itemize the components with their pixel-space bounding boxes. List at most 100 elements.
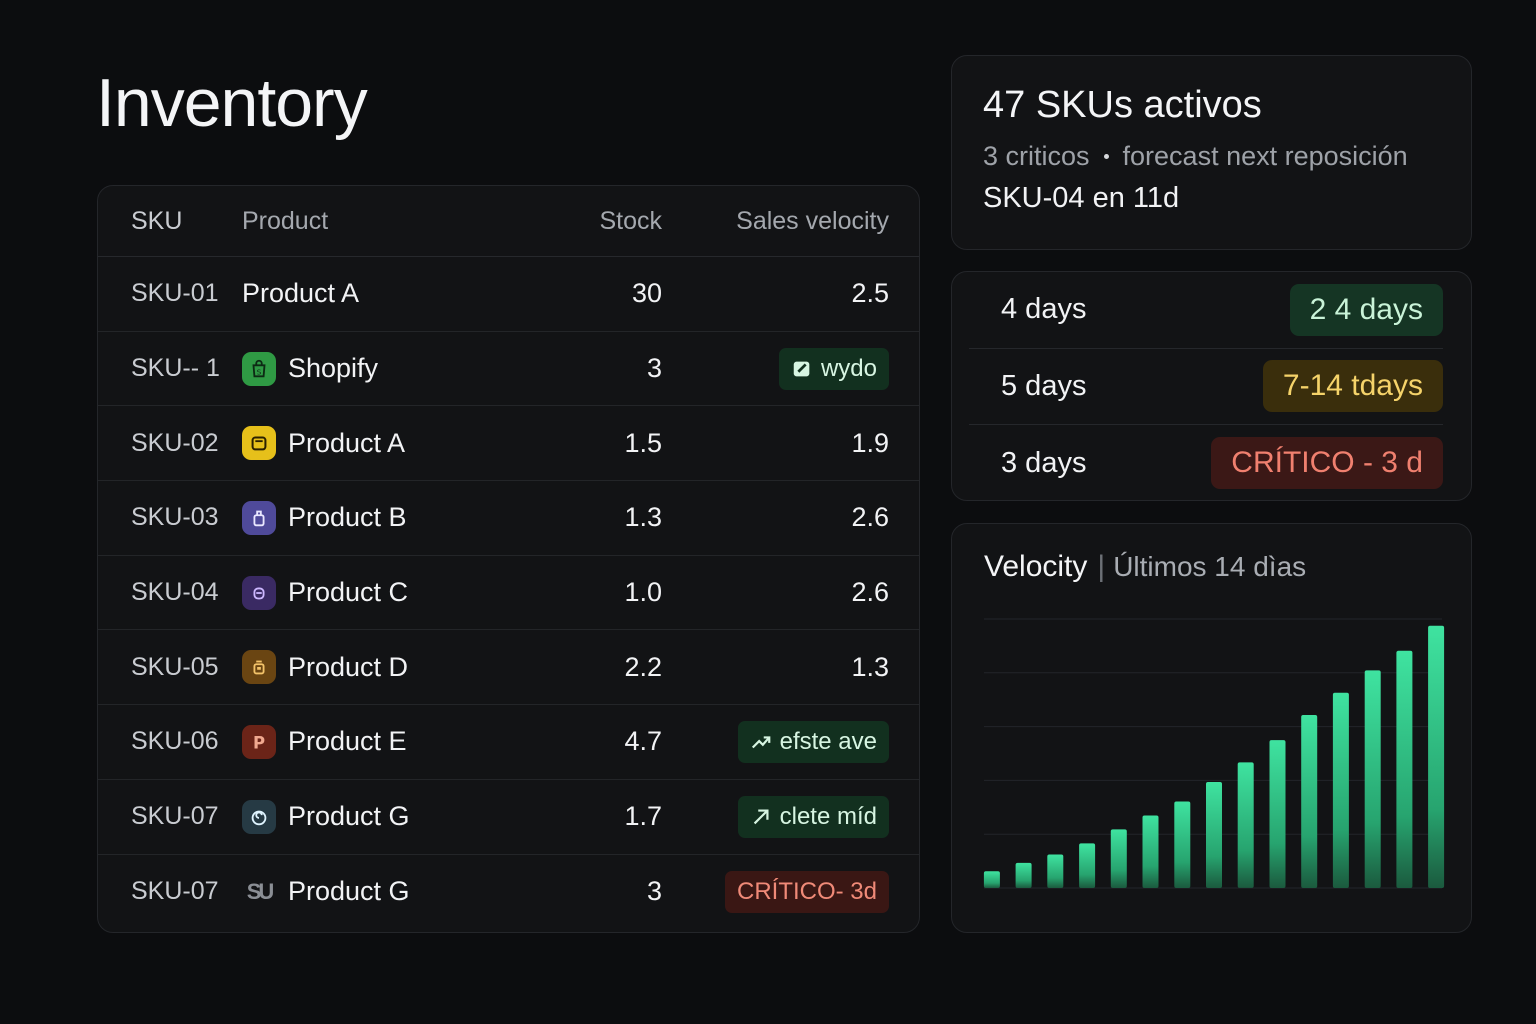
forecast-value: SKU-04 en 11d xyxy=(983,182,1180,214)
column-header-sales-velocity[interactable]: Sales velocity xyxy=(736,206,889,235)
chart-bar[interactable] xyxy=(983,871,1000,888)
chart-bar[interactable] xyxy=(1301,715,1318,888)
box-icon xyxy=(242,426,276,461)
velocity-value: 1.9 xyxy=(851,427,889,458)
table-row[interactable]: SKU-07 SU Product G 3 CRÍTICO- 3d xyxy=(98,855,919,930)
chart-bar[interactable] xyxy=(1237,762,1254,888)
sku-cell: SKU-05 xyxy=(131,652,219,681)
chart-title-separator: | xyxy=(1097,550,1106,583)
stock-cell: 1.3 xyxy=(624,502,662,533)
table-body: SKU-01 Product A 30 2.5 SKU-- 1 S Shopify 3 wydo… xyxy=(98,257,919,929)
product-name: Product C xyxy=(288,577,409,608)
table-row[interactable]: SKU-07 Product G 1.7 clete míd xyxy=(98,780,919,855)
table-row[interactable]: SKU-06 P Product E 4.7 efste ave xyxy=(98,705,919,780)
svg-text:S: S xyxy=(257,367,262,376)
chart-title: Velocity xyxy=(984,550,1088,583)
separator-dot xyxy=(1103,154,1109,159)
stock-cell: 3 xyxy=(646,353,662,384)
forecast-days-label: 5 days xyxy=(1001,369,1087,402)
jar-icon xyxy=(242,575,276,610)
table-row[interactable]: SKU-- 1 S Shopify 3 wydo xyxy=(98,332,919,407)
table-row[interactable]: SKU-05 Product D 2.2 1.3 xyxy=(98,630,919,706)
swirl-icon xyxy=(242,799,276,834)
sku-cell: SKU-07 xyxy=(131,802,219,831)
p-letter-icon: P xyxy=(242,724,276,759)
critical-badge: CRÍTICO - 3 d xyxy=(1211,437,1443,490)
inventory-table: SKU Product Stock Sales velocity SKU-01 P… xyxy=(97,185,920,933)
product-name: Product A xyxy=(242,278,360,309)
chart-bar[interactable] xyxy=(1396,650,1413,888)
product-cell: Product D xyxy=(242,650,542,685)
su-logo-icon: SU xyxy=(246,878,275,904)
active-skus-count: 47 SKUs activos xyxy=(983,84,1262,126)
table-row[interactable]: SKU-03 Product B 1.3 2.6 xyxy=(98,481,919,556)
badge-label: clete míd xyxy=(779,802,877,830)
chart-bar[interactable] xyxy=(1142,815,1159,889)
velocity-cell: 2.6 xyxy=(662,502,889,533)
cup-icon xyxy=(242,650,276,685)
velocity-cell: clete míd xyxy=(662,795,889,838)
arrow-up-right-icon xyxy=(750,806,772,828)
velocity-value: 1.3 xyxy=(851,651,889,682)
summary-subline: 3 criticos forecast next reposición xyxy=(983,141,1440,172)
page-title: Inventory xyxy=(96,65,368,141)
stock-cell: 1.7 xyxy=(624,801,662,832)
stock-cell: 1.5 xyxy=(624,427,662,458)
forecast-row[interactable]: 4 days 2 4 days xyxy=(969,272,1443,349)
badge-label: wydo xyxy=(820,354,877,382)
column-header-product[interactable]: Product xyxy=(242,206,329,235)
velocity-value: 2.6 xyxy=(851,502,889,533)
chart-bar[interactable] xyxy=(1015,862,1032,888)
chart-bar[interactable] xyxy=(1428,625,1445,888)
product-cell: P Product E xyxy=(242,724,542,759)
critical-count: 3 criticos xyxy=(983,141,1090,171)
stock-cell: 4.7 xyxy=(624,726,662,757)
chart-bar[interactable] xyxy=(1110,829,1127,888)
table-row[interactable]: SKU-01 Product A 30 2.5 xyxy=(98,257,919,332)
velocity-cell: 1.9 xyxy=(662,428,889,459)
summary-card: 47 SKUs activos 3 criticos forecast next… xyxy=(951,55,1472,250)
velocity-badge: wydo xyxy=(778,347,889,390)
velocity-value: 2.5 xyxy=(851,278,889,309)
velocity-cell: 1.3 xyxy=(662,652,889,683)
chart-header: Velocity | Últimos 14 dìas xyxy=(984,550,1306,584)
chart-bar[interactable] xyxy=(1174,801,1191,889)
product-name: Product D xyxy=(288,651,409,682)
table-row[interactable]: SKU-02 Product A 1.5 1.9 xyxy=(98,406,919,482)
sku-cell: SKU-02 xyxy=(131,428,219,457)
velocity-cell: efste ave xyxy=(662,720,889,763)
product-name: Product A xyxy=(288,427,406,458)
forecast-card: 4 days 2 4 days 5 days 7-14 tdays 3 days CRÍT… xyxy=(951,271,1472,501)
product-cell: Product B xyxy=(242,500,542,535)
badge-label: CRÍTICO- 3d xyxy=(736,877,877,905)
product-cell: Product A xyxy=(242,426,542,461)
forecast-row[interactable]: 3 days CRÍTICO - 3 d xyxy=(969,425,1443,502)
chart-bar[interactable] xyxy=(1269,740,1286,888)
forecast-row[interactable]: 5 days 7-14 tdays xyxy=(969,349,1443,426)
velocity-cell: CRÍTICO- 3d xyxy=(662,870,889,913)
trend-up-icon xyxy=(750,731,772,753)
table-header: SKU Product Stock Sales velocity xyxy=(98,186,919,257)
stock-cell: 2.2 xyxy=(624,651,662,682)
forecast-badge: 2 4 days xyxy=(1289,283,1443,336)
chart-bar[interactable] xyxy=(1364,670,1381,888)
product-name: Product B xyxy=(288,502,407,533)
velocity-badge: efste ave xyxy=(737,720,889,763)
velocity-bar-chart xyxy=(983,618,1445,889)
product-cell: S Shopify xyxy=(242,351,542,386)
chart-subtitle: Últimos 14 dìas xyxy=(1113,551,1307,582)
product-name: Product G xyxy=(288,801,410,832)
column-header-stock[interactable]: Stock xyxy=(599,206,662,235)
critical-badge: CRÍTICO- 3d xyxy=(724,870,889,913)
chart-bar[interactable] xyxy=(1079,843,1096,888)
velocity-badge: clete míd xyxy=(737,795,889,838)
chart-bar[interactable] xyxy=(1047,854,1064,889)
stock-cell: 30 xyxy=(631,278,662,309)
column-header-sku[interactable]: SKU xyxy=(131,206,183,235)
chart-bar[interactable] xyxy=(1206,782,1222,888)
table-row[interactable]: SKU-04 Product C 1.0 2.6 xyxy=(98,556,919,631)
tag-icon xyxy=(791,358,813,380)
stock-cell: 3 xyxy=(646,876,662,907)
chart-bar[interactable] xyxy=(1332,692,1349,888)
sku-cell: SKU-03 xyxy=(131,503,219,532)
